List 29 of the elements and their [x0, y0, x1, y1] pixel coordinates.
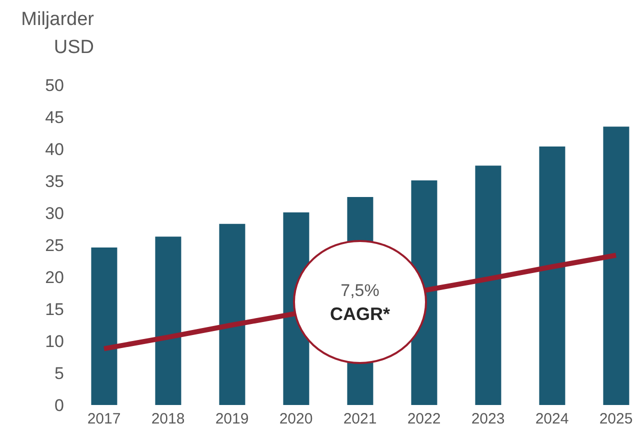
bar	[603, 126, 630, 405]
annotation: CAGR*	[330, 304, 390, 324]
bar	[219, 224, 246, 405]
bar	[91, 248, 118, 405]
y-tick-label: 45	[45, 108, 64, 128]
x-tick-label: 2024	[535, 410, 569, 428]
x-tick-label: 2017	[87, 410, 121, 428]
y-tick-label: 50	[45, 76, 64, 96]
y-axis-title: Miljarder USD	[20, 8, 94, 60]
y-tick-label: 10	[45, 332, 64, 352]
x-tick-label: 2023	[471, 410, 505, 428]
y-tick-label: 40	[45, 140, 64, 160]
x-tick-label: 2022	[407, 410, 441, 428]
x-tick-label: 2019	[215, 410, 249, 428]
bar	[155, 236, 182, 405]
x-tick-label: 2018	[151, 410, 185, 428]
x-tick-label: 2021	[343, 410, 377, 428]
bar	[539, 146, 566, 405]
y-tick-label: 35	[45, 172, 64, 192]
bar	[475, 166, 502, 405]
y-tick-label: 25	[45, 236, 64, 256]
annotation: 7,5%	[340, 280, 380, 300]
x-tick-label: 2025	[599, 410, 633, 428]
y-tick-label: 20	[45, 268, 64, 288]
y-tick-label: 5	[54, 364, 64, 384]
y-tick-label: 15	[45, 300, 64, 320]
y-tick-label: 30	[45, 204, 64, 224]
y-tick-label: 0	[54, 396, 64, 416]
x-tick-label: 2020	[279, 410, 313, 428]
